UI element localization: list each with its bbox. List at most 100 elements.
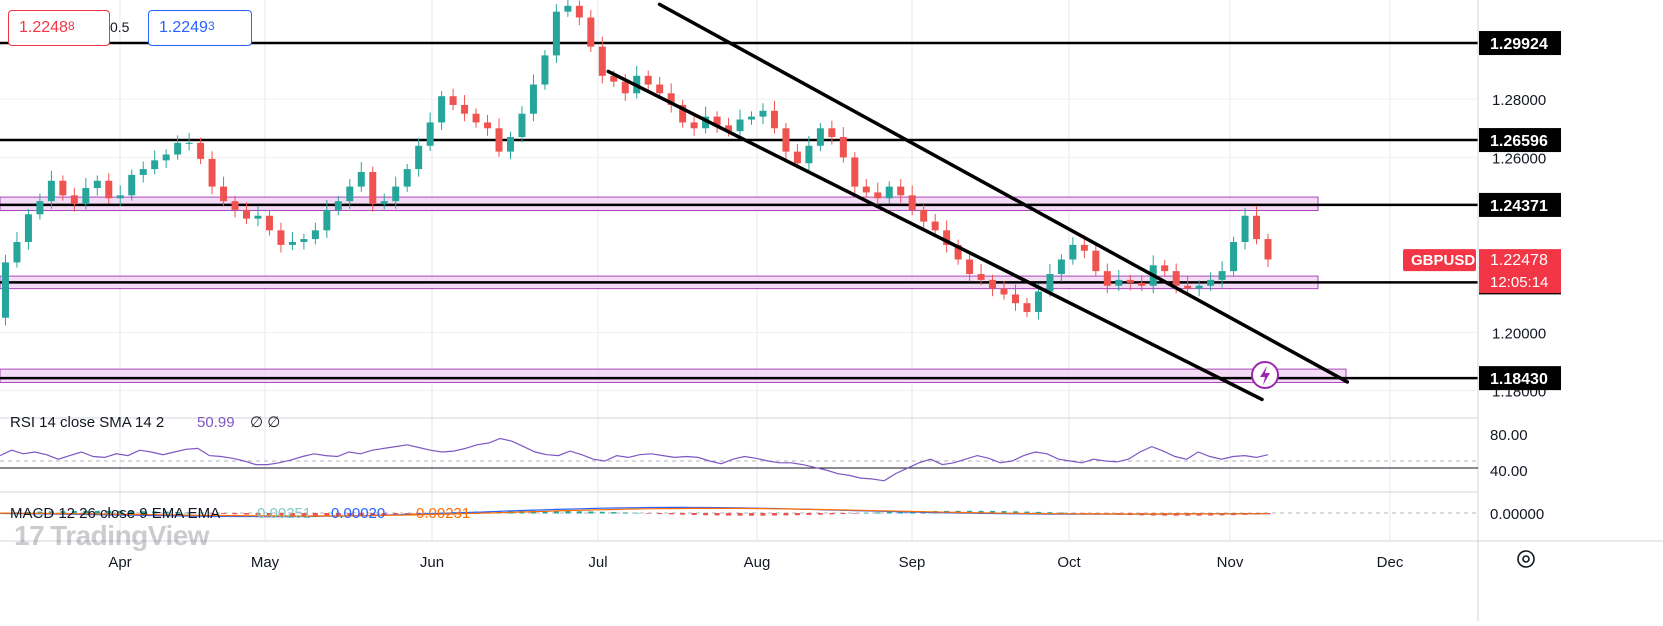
macd-histogram-bar: [255, 513, 261, 515]
price-axis-panel: [1478, 0, 1663, 621]
candle-body: [1103, 271, 1111, 286]
candle-body: [1138, 282, 1146, 286]
macd-histogram-bar: [358, 513, 364, 516]
candle-body: [449, 96, 457, 105]
macd-histogram-bar: [324, 513, 330, 516]
candle-body: [506, 137, 514, 152]
candle-body: [656, 84, 664, 94]
candle: [1115, 269, 1123, 291]
candle-body: [690, 122, 698, 129]
candle-body: [300, 239, 308, 242]
candle-body: [70, 195, 78, 205]
macd-histogram-bar: [783, 513, 789, 516]
candle: [369, 166, 377, 212]
candle: [1034, 283, 1042, 320]
candle-body: [667, 93, 675, 105]
candle: [1138, 275, 1146, 291]
candle: [1207, 272, 1215, 291]
candle: [690, 114, 698, 136]
candle: [1000, 281, 1008, 300]
candle: [587, 9, 595, 52]
candle: [713, 111, 721, 133]
candle: [105, 173, 113, 204]
candle-body: [47, 180, 55, 202]
candle: [575, 0, 583, 26]
macd-title: MACD 12 26 close 9 EMA EMA: [10, 505, 220, 522]
rsi-line: [0, 437, 1269, 482]
candle-body: [265, 215, 273, 231]
candle-body: [782, 128, 790, 152]
candle: [541, 50, 549, 90]
candle: [816, 123, 824, 152]
candle: [438, 90, 446, 131]
candle-body: [369, 172, 377, 205]
candle-body: [151, 160, 159, 170]
candle: [667, 83, 675, 113]
candle-body: [243, 209, 251, 219]
candle-body: [1264, 239, 1272, 260]
candle-body: [1080, 244, 1088, 251]
candle-body: [288, 241, 296, 245]
macd-histogram-bar: [771, 513, 777, 516]
macd-histogram-bar: [106, 510, 112, 514]
candle-body: [759, 110, 767, 117]
candle-body: [541, 55, 549, 85]
macd-histogram-bar: [221, 513, 227, 514]
macd-histogram-bar: [71, 510, 77, 514]
candle-body: [1172, 271, 1180, 286]
candle-body: [966, 259, 974, 275]
candle-body: [805, 145, 813, 164]
candle-body: [1230, 241, 1238, 272]
watermark-text: TradingView: [50, 520, 210, 551]
candle: [151, 150, 159, 175]
candle-body: [1115, 279, 1123, 286]
macd-histogram-bar: [657, 513, 663, 515]
bid-price-box[interactable]: 1.22488: [8, 10, 110, 46]
candle: [1057, 254, 1065, 282]
candle-body: [1057, 259, 1065, 275]
candle: [426, 112, 434, 152]
macd-histogram-bar: [1058, 512, 1064, 514]
settings-gear-icon[interactable]: [1517, 550, 1535, 568]
candle: [518, 106, 526, 143]
candle-body: [380, 201, 388, 205]
ask-price-pipette: 3: [207, 19, 215, 33]
candle-body: [529, 84, 537, 114]
candle: [1218, 261, 1226, 288]
macd-histogram-bar: [599, 511, 605, 514]
candle-body: [839, 137, 847, 158]
ask-price-box[interactable]: 1.22493: [148, 10, 252, 46]
candle: [174, 135, 182, 160]
level-badge: [1479, 366, 1561, 391]
candle: [254, 205, 262, 227]
macd-histogram-bar: [347, 513, 353, 516]
candle: [1264, 233, 1272, 268]
candle-body: [943, 230, 951, 245]
candle: [874, 182, 882, 206]
candle: [862, 179, 870, 198]
candle-body: [426, 122, 434, 146]
macd-histogram-bar: [749, 513, 755, 516]
candle: [920, 204, 928, 230]
candle: [197, 137, 205, 165]
candle-body: [1046, 274, 1054, 292]
candle-body: [323, 209, 331, 231]
candle: [323, 200, 331, 238]
candle-body: [862, 186, 870, 193]
macd-histogram-bar: [886, 512, 892, 514]
candle: [300, 233, 308, 250]
bid-price-pipette: 8: [67, 19, 75, 33]
signal-line: [0, 507, 1269, 517]
macd-histogram-bar: [898, 511, 904, 514]
last-price-badge: [1479, 249, 1561, 294]
macd-histogram-bar: [794, 513, 800, 516]
candle-body: [621, 81, 629, 94]
macd-histogram-bar: [1012, 511, 1018, 514]
candle: [748, 111, 756, 125]
macd-histogram-bar: [576, 511, 582, 514]
tradingview-logo-icon: 17: [14, 520, 45, 551]
candle-body: [736, 119, 744, 132]
candle-body: [484, 122, 492, 129]
